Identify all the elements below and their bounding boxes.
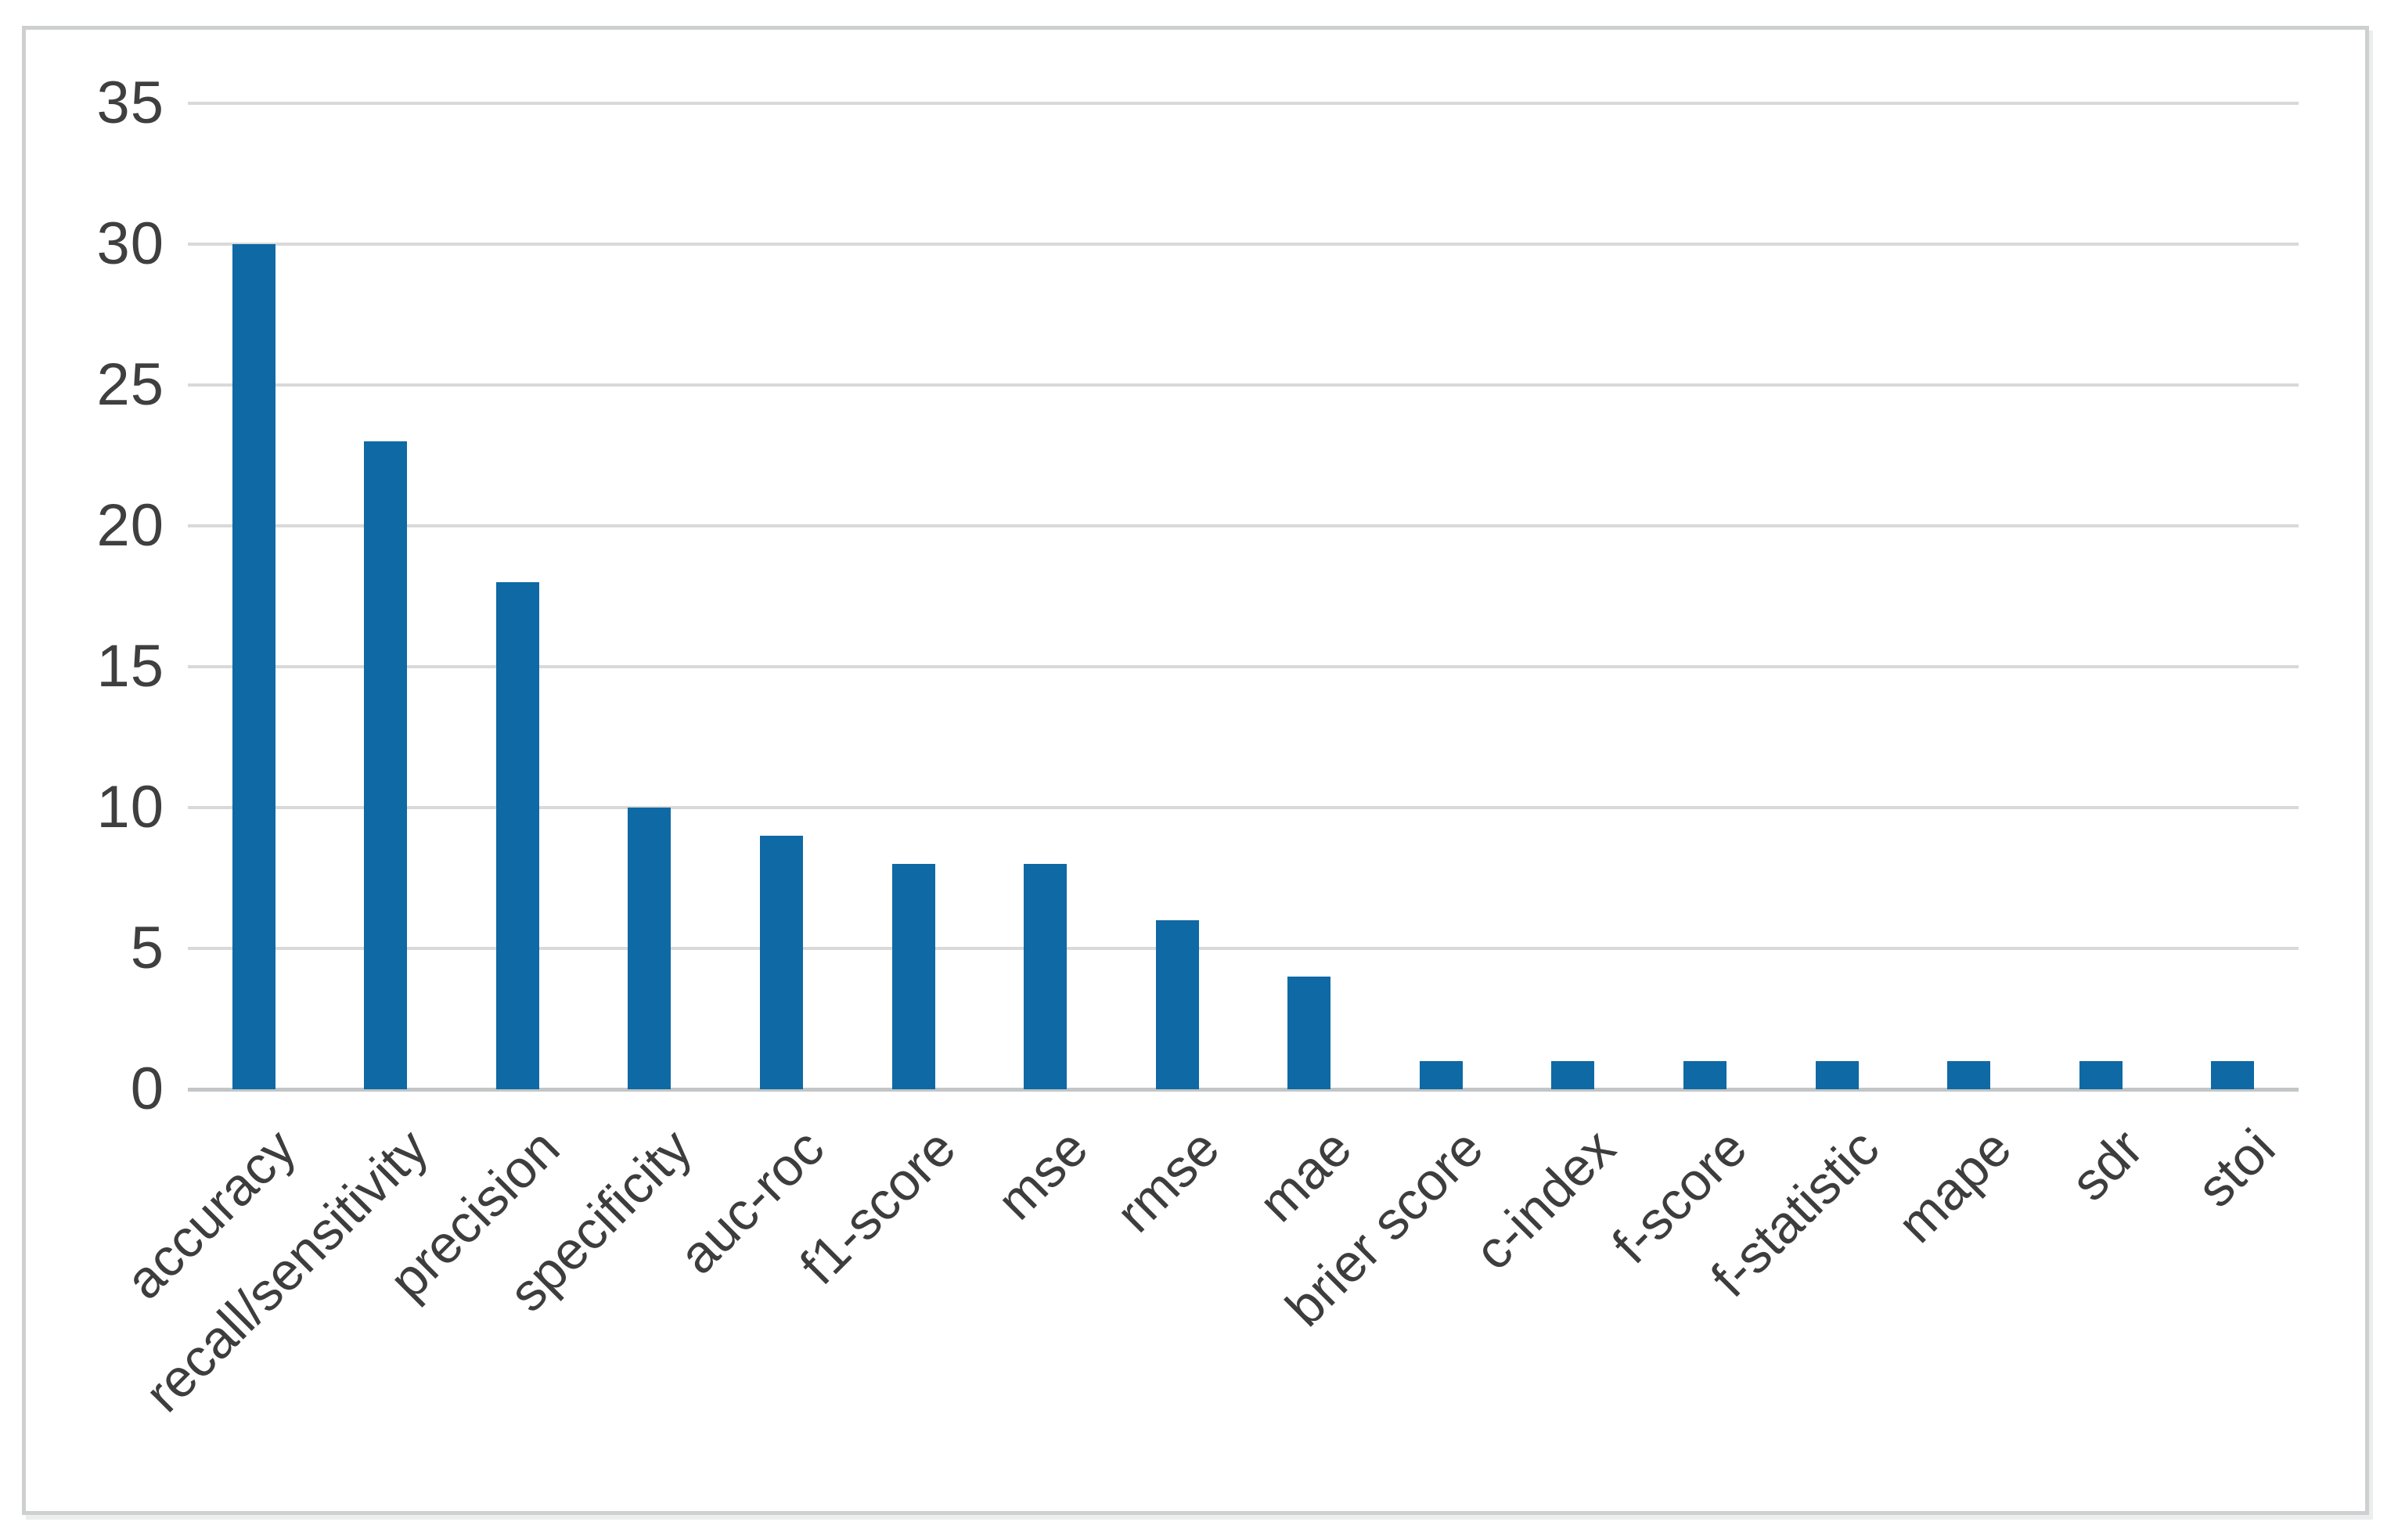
x-tick-label: sdr (2059, 1117, 2155, 1213)
bar-f1-score (892, 864, 935, 1089)
bar-mse (1024, 864, 1067, 1089)
bar-series (26, 30, 2365, 1511)
y-tick-label: 5 (130, 915, 164, 981)
y-axis-labels: 0 5 10 15 20 25 30 35 (26, 30, 2365, 1511)
x-tick-label: mae (1248, 1117, 1363, 1233)
gridline (188, 243, 2299, 246)
y-tick-label: 15 (96, 633, 164, 700)
bar-f-statistic (1816, 1061, 1859, 1089)
x-tick-label: rmse (1104, 1117, 1231, 1244)
x-tick-label: mse (985, 1117, 1100, 1232)
x-axis-labels: accuracy recall/sensitivity precision speci… (26, 30, 2365, 1511)
bar-recall-sensitivity (364, 441, 407, 1089)
gridline (188, 947, 2299, 950)
bar-precision (496, 582, 539, 1089)
bar-stoi (2211, 1061, 2254, 1089)
x-axis-line (188, 1088, 2299, 1092)
gridline (188, 524, 2299, 527)
chart-frame: 0 5 10 15 20 25 30 35 accuracy recall/sensitivit… (22, 26, 2369, 1515)
x-tick-label: c-index (1463, 1117, 1627, 1282)
bar-mae (1287, 977, 1330, 1089)
gridline (188, 806, 2299, 809)
bar-mape (1947, 1061, 1990, 1089)
bar-specificity (628, 808, 671, 1089)
bar-sdr (2079, 1061, 2123, 1089)
x-tick-label: stoi (2185, 1117, 2287, 1219)
bar-accuracy (232, 244, 275, 1089)
y-tick-label: 0 (130, 1056, 164, 1122)
bar-c-index (1551, 1061, 1594, 1089)
y-tick-label: 20 (96, 492, 164, 559)
bar-brier-score (1420, 1061, 1463, 1089)
gridline (188, 102, 2299, 105)
gridlines-layer (26, 30, 2365, 1511)
bar-f-score (1683, 1061, 1726, 1089)
bar-auc-roc (760, 836, 803, 1089)
gridline (188, 383, 2299, 387)
y-tick-label: 10 (96, 774, 164, 840)
x-tick-label: mape (1886, 1117, 2023, 1254)
y-tick-label: 35 (96, 70, 164, 136)
y-tick-label: 30 (96, 210, 164, 277)
gridline (188, 665, 2299, 668)
y-tick-label: 25 (96, 351, 164, 418)
bar-rmse (1156, 920, 1199, 1089)
